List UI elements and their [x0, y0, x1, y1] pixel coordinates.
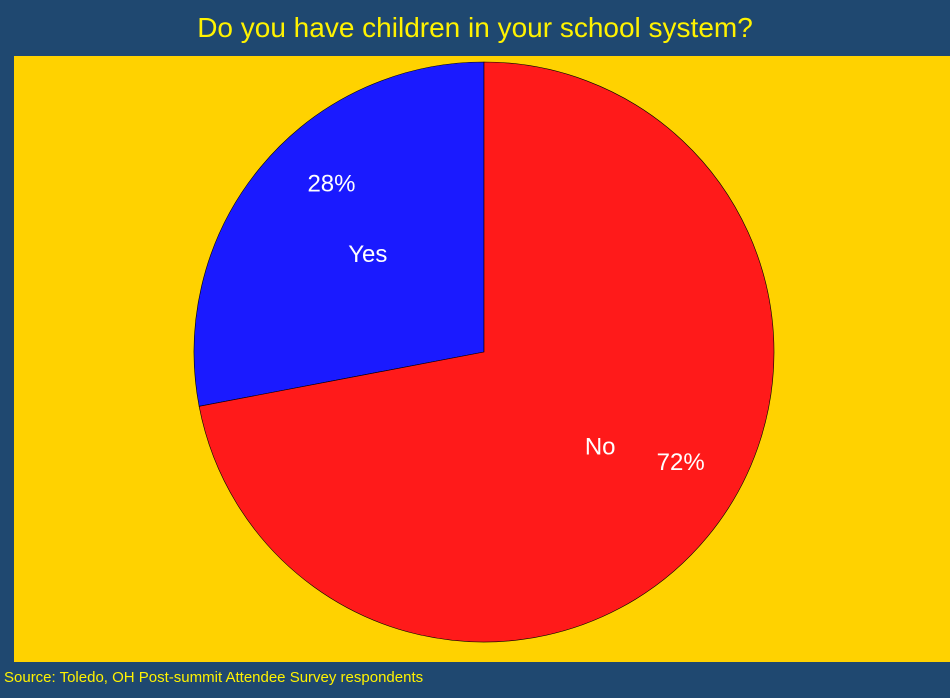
- pie-chart: Yes 28% No 72%: [193, 61, 775, 643]
- slice-label-yes: Yes: [348, 241, 387, 268]
- chart-title: Do you have children in your school syst…: [197, 12, 753, 43]
- source-note: Source: Toledo, OH Post-summit Attendee …: [4, 669, 424, 686]
- slice-percent-no: 72%: [657, 449, 705, 476]
- slice-percent-yes: 28%: [307, 170, 355, 197]
- pie-slice-yes: [193, 61, 485, 407]
- plot-area: Yes 28% No 72%: [14, 56, 950, 662]
- slice-label-no: No: [585, 433, 616, 460]
- pie-slice-no: [198, 61, 775, 643]
